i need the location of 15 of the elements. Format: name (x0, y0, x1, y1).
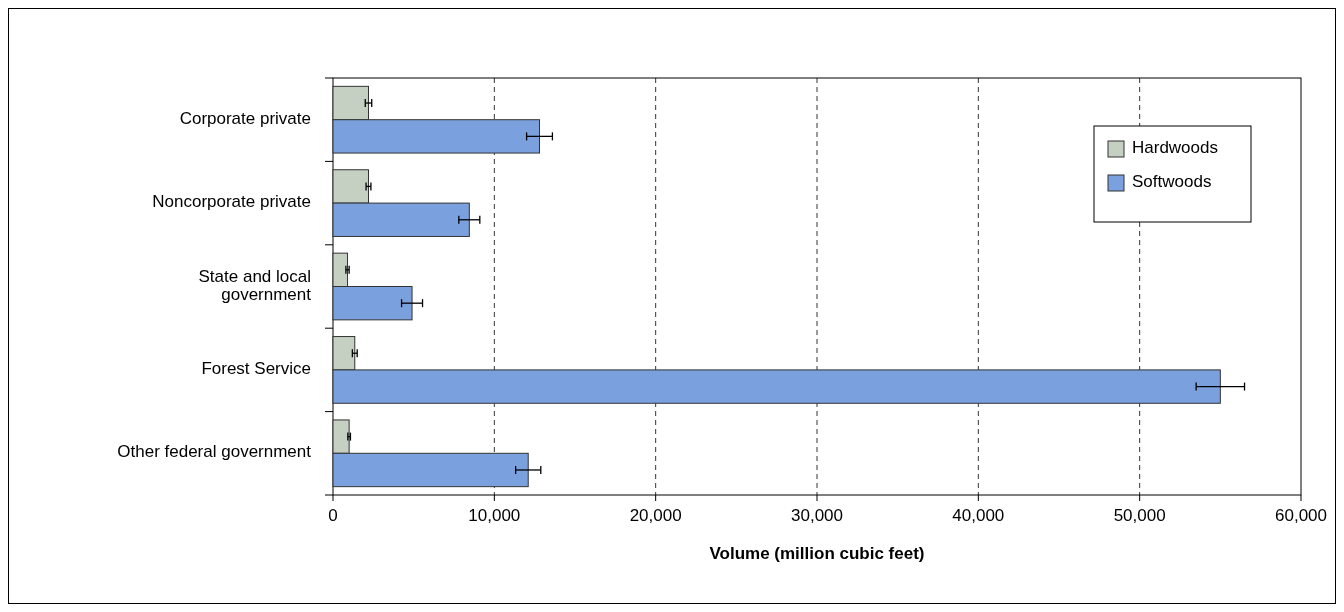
x-tick-label: 20,000 (629, 506, 682, 525)
legend-label: Softwoods (1132, 172, 1212, 192)
x-tick-label: 30,000 (791, 506, 843, 525)
x-tick-label: 40,000 (952, 506, 1005, 525)
y-tick-label: State and local government (198, 266, 312, 304)
y-tick-label: Corporate private (179, 109, 311, 129)
x-axis-title: Volume (million cubic feet) (709, 544, 925, 563)
y-tick-label: Forest Service (201, 359, 311, 379)
x-tick-label: 60,000 (1275, 506, 1327, 525)
y-tick-label: Noncorporate private (152, 192, 311, 212)
x-tick-label: 10,000 (468, 506, 521, 525)
y-tick-label: Other federal government (117, 442, 312, 462)
x-tick-label: 0 (328, 506, 338, 525)
legend-label: Hardwoods (1132, 138, 1218, 158)
x-tick-label: 50,000 (1113, 506, 1166, 525)
